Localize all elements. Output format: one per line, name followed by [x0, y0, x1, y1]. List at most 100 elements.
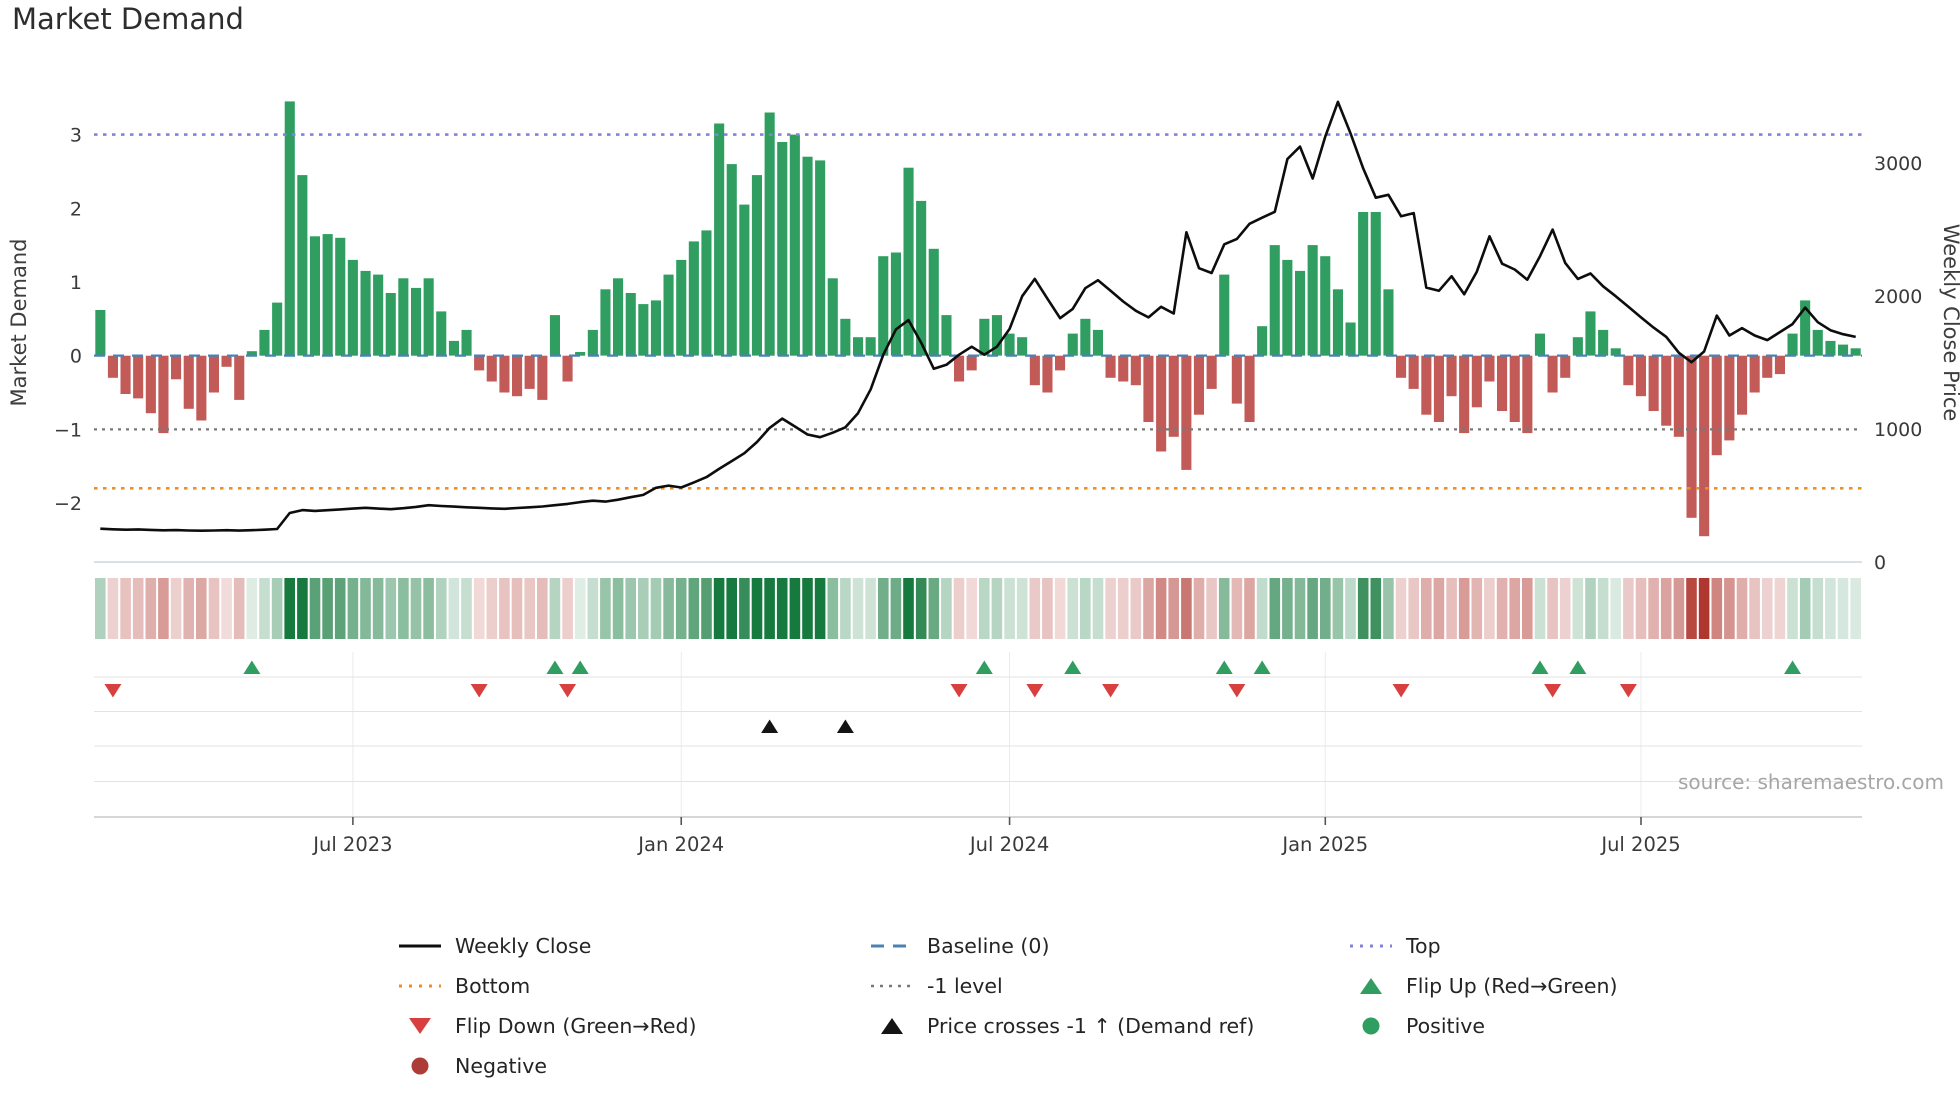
demand-bar	[1686, 355, 1697, 518]
heatmap-cell	[1799, 578, 1811, 639]
demand-bar	[979, 318, 990, 356]
demand-bar	[789, 134, 800, 356]
demand-bar	[373, 274, 384, 356]
flip-up-marker	[1064, 660, 1082, 674]
heatmap-cell	[726, 578, 737, 639]
demand-bar	[1699, 355, 1710, 537]
demand-bar	[1269, 245, 1280, 356]
left-axis-tick: 3	[70, 125, 82, 147]
demand-bar	[575, 352, 586, 356]
demand-bar	[676, 259, 687, 356]
legend-item-negative: Negative	[397, 1052, 869, 1079]
demand-bar	[966, 355, 977, 371]
flip-down-marker	[1619, 684, 1637, 698]
heatmap-cell	[1231, 578, 1243, 639]
heatmap-cell	[675, 578, 687, 639]
demand-bar	[145, 355, 156, 414]
legend-item-flip-up: Flip Up (Red→Green)	[1348, 972, 1617, 999]
demand-bar	[941, 315, 952, 356]
demand-bar	[107, 355, 118, 378]
demand-bar	[259, 329, 270, 356]
demand-bar	[613, 278, 624, 356]
legend-item-label: Bottom	[455, 973, 531, 998]
demand-bar	[1017, 337, 1028, 356]
heatmap-cell	[1143, 578, 1154, 639]
demand-bar	[171, 355, 182, 380]
demand-bar	[650, 300, 661, 356]
heatmap-cell	[183, 578, 194, 639]
left-axis-tick: −1	[54, 419, 82, 441]
demand-bar	[1206, 355, 1217, 389]
heatmap-cell	[334, 578, 346, 639]
heatmap-cell	[1837, 578, 1849, 639]
heatmap-cell	[1016, 578, 1028, 639]
heatmap-cell	[221, 578, 232, 639]
flip-up-marker	[1253, 660, 1271, 674]
heatmap-cell	[259, 578, 270, 639]
flip-up-marker	[975, 660, 993, 674]
negative-dot-icon	[411, 1057, 429, 1074]
demand-bar	[1509, 355, 1520, 422]
heatmap-cell	[789, 578, 801, 639]
heatmap-cell	[1117, 578, 1129, 639]
demand-bar	[1092, 329, 1103, 356]
left-axis-tick: 0	[70, 346, 82, 368]
heatmap-cell	[537, 578, 548, 639]
x-tick-label: Jul 2023	[311, 833, 392, 856]
demand-bar	[1446, 355, 1457, 397]
x-tick-label: Jan 2024	[636, 833, 724, 856]
bottom-dotted-swatch	[399, 984, 441, 987]
legend-item-positive: Positive	[1348, 1012, 1617, 1039]
heatmap-cell	[1522, 578, 1533, 639]
heatmap-cell	[284, 578, 295, 639]
heatmap-cell	[1332, 578, 1344, 639]
demand-bar	[1711, 355, 1722, 456]
legend-item-label: Negative	[455, 1053, 547, 1078]
heatmap-cell	[1092, 578, 1104, 639]
heatmap-cell	[1395, 578, 1407, 639]
legend-item-label: Baseline (0)	[927, 933, 1050, 958]
demand-bar	[1522, 355, 1533, 434]
demand-bar	[1282, 259, 1293, 356]
heatmap-cell	[486, 578, 498, 639]
heatmap-cell	[297, 578, 308, 639]
heatmap-cell	[1206, 578, 1217, 639]
heatmap-cell	[878, 578, 889, 639]
right-axis-tick: 2000	[1874, 286, 1922, 308]
flip-down-marker	[1392, 684, 1410, 698]
heatmap-cell	[890, 578, 902, 639]
demand-bar	[398, 278, 409, 356]
heatmap-cell	[713, 578, 725, 639]
demand-bar	[1648, 355, 1659, 411]
heatmap-cell	[612, 578, 624, 639]
heatmap-cell	[1825, 578, 1836, 639]
heatmap-cell	[1256, 578, 1268, 639]
demand-bar	[1231, 355, 1242, 404]
heatmap-cell	[1762, 578, 1773, 639]
demand-bar	[1749, 355, 1760, 393]
heatmap-cell	[1547, 578, 1558, 639]
baseline-dash-swatch	[871, 944, 913, 947]
flip-down-marker	[1544, 684, 1562, 698]
heatmap-cell	[1130, 578, 1142, 639]
flip-up-marker	[546, 660, 564, 674]
legend-item-label: Flip Down (Green→Red)	[455, 1013, 697, 1038]
demand-bar	[1383, 289, 1394, 356]
flip-down-marker	[104, 684, 122, 698]
heatmap-cell	[1749, 578, 1760, 639]
flip-up-marker	[1531, 660, 1549, 674]
demand-bar	[360, 270, 371, 356]
left-axis-label: Market Demand	[7, 239, 31, 407]
heatmap-cell	[953, 578, 965, 639]
heatmap-cell	[1698, 578, 1710, 639]
heatmap-cell	[1383, 578, 1394, 639]
demand-bar	[1560, 355, 1571, 378]
heatmap-cell	[271, 578, 283, 639]
demand-bar	[1421, 355, 1432, 415]
heatmap-cell	[1345, 578, 1356, 639]
demand-bar	[1118, 355, 1129, 382]
demand-bar	[322, 234, 333, 356]
price-cross-marker	[836, 719, 854, 733]
demand-bar	[714, 123, 725, 356]
demand-bar	[486, 355, 497, 382]
